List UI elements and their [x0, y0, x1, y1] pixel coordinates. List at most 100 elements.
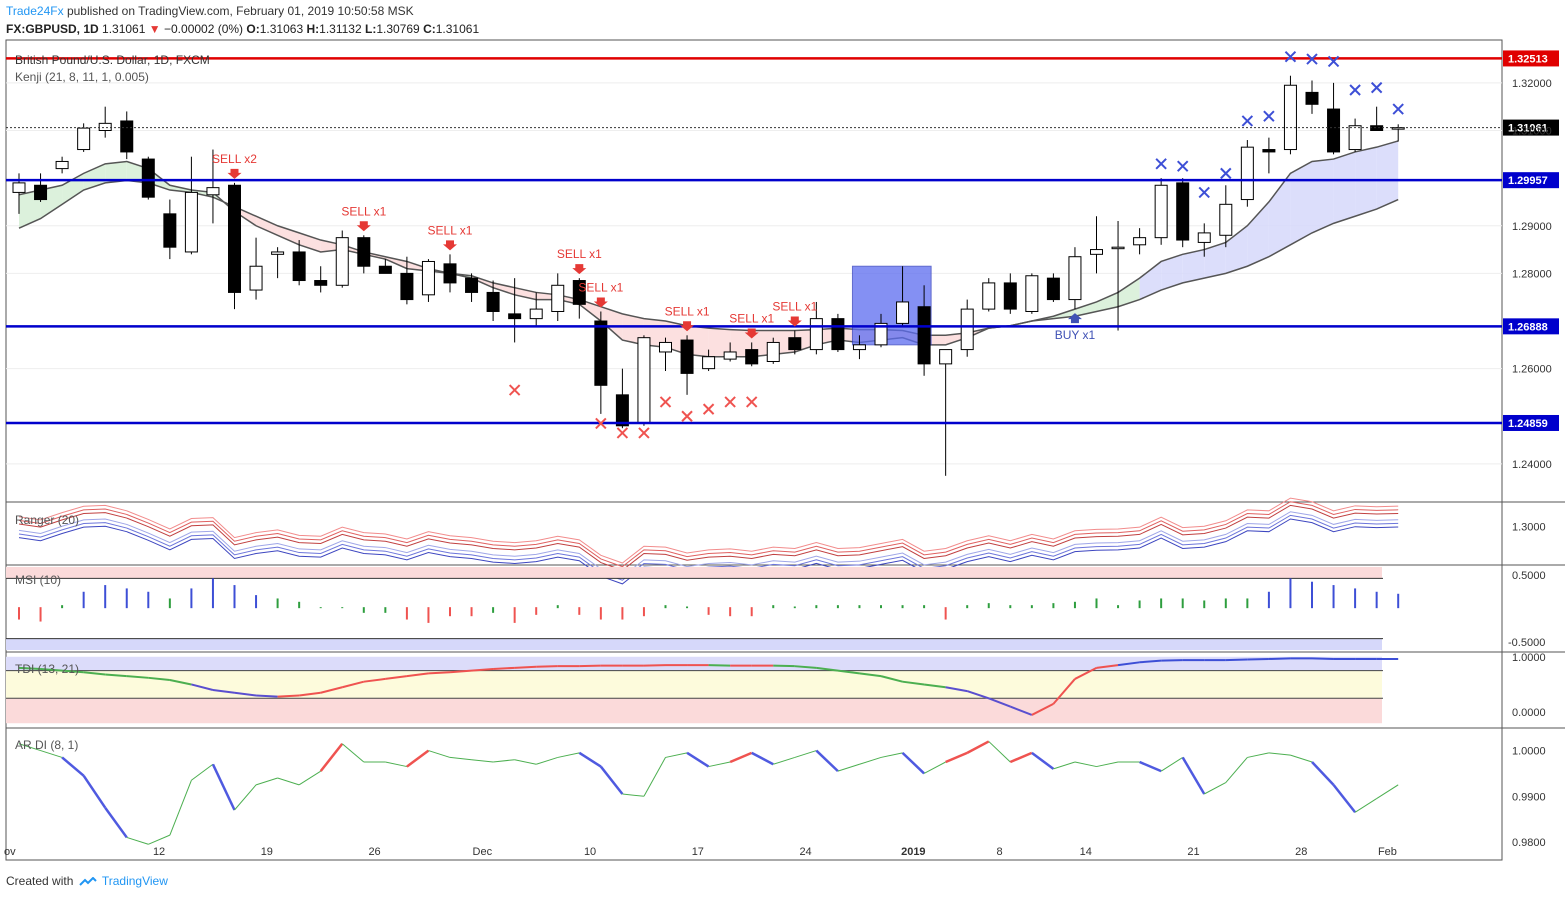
high-value: 1.31132	[319, 22, 362, 36]
tdi-line-segment	[363, 677, 386, 683]
tdi-line-segment	[428, 671, 451, 675]
x-marker-icon	[724, 396, 736, 408]
candle-down	[508, 313, 522, 320]
candle-up	[335, 237, 349, 286]
tdi-line-segment	[1225, 658, 1248, 662]
ardi-line-segment	[1247, 752, 1270, 758]
candle-up	[723, 351, 737, 360]
x-marker-icon	[1284, 50, 1297, 63]
x-tick-label: 24	[799, 846, 811, 858]
ardi-line-segment	[988, 741, 1011, 763]
candle-up	[551, 284, 565, 312]
sell-arrow-icon	[443, 240, 457, 251]
close-label: C:	[423, 22, 436, 36]
candle-down	[1003, 282, 1017, 310]
candle-up	[637, 337, 651, 424]
low-label: L:	[365, 22, 377, 36]
tdi-line-segment	[1117, 661, 1140, 667]
tdi-line-segment	[1247, 657, 1269, 661]
sell-signal-label: SELL x1	[341, 204, 386, 218]
last-price-tag	[1503, 119, 1559, 136]
sell-signal-label: SELL x2	[212, 152, 257, 166]
kenji-cloud-segment	[277, 225, 300, 245]
ardi-line-segment	[298, 770, 321, 786]
tdi-line-segment	[794, 665, 817, 669]
x-tick-label: 21	[1187, 846, 1199, 858]
candle-down	[378, 265, 392, 274]
ardi-line-segment	[1204, 782, 1227, 795]
tdi-lower-zone	[6, 698, 1382, 724]
candle-up	[1240, 146, 1254, 201]
candle-down	[443, 263, 457, 284]
y-tick-label: 1.29000	[1512, 221, 1552, 233]
candle-down	[465, 277, 479, 293]
sell-signal-label: SELL x1	[772, 300, 817, 314]
ardi-line-segment	[837, 763, 860, 772]
kenji-cloud-segment	[514, 287, 537, 300]
buy-arrow-icon	[1067, 313, 1082, 324]
level-price-tag	[1503, 318, 1559, 335]
ardi-line-segment	[945, 751, 968, 764]
sell-arrow-icon	[787, 316, 802, 327]
candle-up	[1068, 256, 1082, 301]
tdi-line-segment	[643, 664, 666, 667]
sell-arrow-icon	[680, 321, 695, 332]
x-tick-label: 14	[1080, 846, 1092, 858]
candle-down	[400, 272, 414, 301]
kenji-cloud-segment	[83, 163, 106, 191]
candle-down	[1305, 91, 1319, 105]
ardi-axis-label: 0.9900	[1512, 791, 1546, 803]
tdi-line-segment	[385, 675, 408, 680]
x-marker-icon	[1349, 84, 1361, 96]
level-price-tag	[1503, 172, 1559, 189]
change-value: −0.00002 (0%)	[164, 22, 244, 36]
candle-down	[594, 320, 608, 386]
sell-arrow-icon	[593, 297, 608, 308]
ardi-line-segment	[599, 765, 624, 795]
ardi-line-segment	[557, 752, 580, 758]
publish-header: Trade24Fx published on TradingView.com, …	[6, 4, 414, 18]
buy-signal-label: BUY x1	[1055, 328, 1096, 342]
ardi-line-segment	[1332, 784, 1357, 814]
kenji-cloud-segment	[1096, 292, 1119, 312]
tdi-upper-zone	[6, 656, 1382, 671]
y-tick-label: 1.26000	[1512, 364, 1552, 376]
tdi-line-segment	[880, 675, 903, 683]
open-value: 1.31063	[259, 22, 304, 36]
tdi-line-segment	[1139, 659, 1162, 664]
tdi-line-segment	[40, 667, 63, 672]
x-marker-icon	[1263, 110, 1275, 122]
ardi-line-segment	[255, 777, 278, 786]
sell-arrow-icon	[572, 264, 587, 275]
candle-up	[421, 260, 435, 296]
kenji-cloud-segment	[708, 328, 731, 357]
publisher-name[interactable]: Trade24Fx	[6, 4, 64, 18]
tdi-line-segment	[859, 672, 882, 678]
ardi-line-segment	[234, 784, 257, 811]
tdi-line-segment	[449, 669, 472, 674]
x-marker-icon	[1370, 81, 1383, 94]
candle-up	[55, 160, 69, 170]
x-marker-icon	[1392, 103, 1404, 115]
tdi-line-segment	[277, 694, 300, 698]
tdi-line-segment	[923, 683, 946, 689]
kenji-cloud-segment	[1118, 278, 1140, 307]
candle-up	[1348, 125, 1362, 151]
ardi-line-segment	[923, 761, 946, 774]
tdi-line-segment	[1052, 678, 1076, 705]
level-price-label: 1.29957	[1508, 175, 1548, 187]
ardi-line-segment	[773, 756, 795, 765]
candle-up	[1154, 184, 1168, 239]
candle-down	[1262, 149, 1276, 153]
tdi-line-segment	[169, 679, 192, 686]
footer-brand[interactable]: TradingView	[101, 874, 168, 888]
y-tick-label: 1.31000	[1512, 125, 1552, 137]
tdi-line-segment	[299, 691, 321, 697]
indicator-label: Kenji (21, 8, 11, 1, 0.005)	[15, 70, 149, 84]
msi-upper-zone	[6, 567, 1382, 579]
ardi-line-segment	[449, 756, 472, 761]
candle-up	[1283, 84, 1297, 151]
sell-arrow-icon	[356, 221, 371, 232]
candle-down	[228, 184, 241, 293]
